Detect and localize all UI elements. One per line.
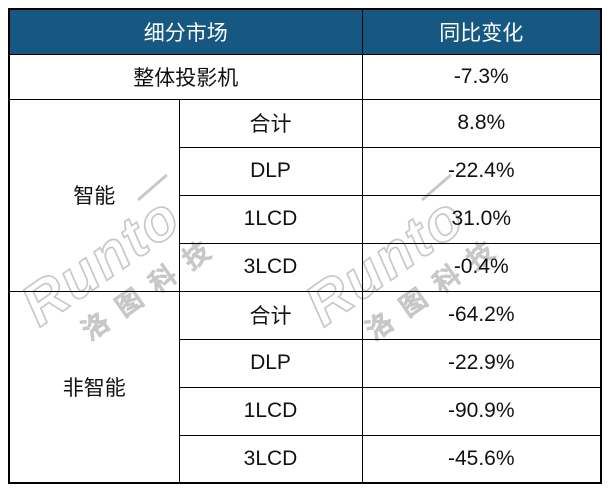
cell-sub-value: 31.0% <box>361 194 602 244</box>
cell-group-smart: 智能 <box>8 98 180 292</box>
cell-sub-value: -90.9% <box>361 386 602 436</box>
cell-sub-label: 合计 <box>178 98 363 148</box>
table-row-smart-dlp: DLP -22.4% <box>9 146 602 196</box>
cell-group-nonsmart: 非智能 <box>8 290 180 484</box>
cell-sub-label: 3LCD <box>178 242 363 292</box>
cell-sub-label: DLP <box>178 146 363 196</box>
cell-sub-label: 1LCD <box>178 386 363 436</box>
header-row: 细分市场 同比变化 <box>8 8 602 55</box>
header-cell-yoy-change: 同比变化 <box>361 8 602 55</box>
cell-sub-value: 8.8% <box>361 98 602 148</box>
table-row-smart-total: 智能 合计 8.8% <box>8 98 602 292</box>
table-row-overall: 整体投影机 -7.3% <box>8 53 602 100</box>
cell-overall-value: -7.3% <box>361 53 602 100</box>
table-row-nonsmart-dlp: DLP -22.9% <box>9 338 602 388</box>
cell-sub-label: DLP <box>178 338 363 388</box>
yoy-change-table: 细分市场 同比变化 整体投影机 -7.3% 智能 合计 8.8% DLP -22… <box>8 8 602 484</box>
cell-sub-label: 3LCD <box>178 434 363 484</box>
cell-sub-value: -0.4% <box>361 242 602 292</box>
cell-overall-label: 整体投影机 <box>8 53 363 100</box>
table-row-nonsmart-1lcd: 1LCD -90.9% <box>9 386 602 436</box>
table-row-nonsmart-total: 非智能 合计 -64.2% <box>8 290 602 484</box>
cell-sub-value: -22.9% <box>361 338 602 388</box>
cell-sub-value: -22.4% <box>361 146 602 196</box>
cell-sub-value: -45.6% <box>361 434 602 484</box>
cell-sub-label: 合计 <box>178 290 363 340</box>
header-cell-segment: 细分市场 <box>8 8 363 55</box>
cell-sub-value: -64.2% <box>361 290 602 340</box>
table-row-nonsmart-3lcd: 3LCD -45.6% <box>9 434 602 484</box>
cell-sub-label: 1LCD <box>178 194 363 244</box>
